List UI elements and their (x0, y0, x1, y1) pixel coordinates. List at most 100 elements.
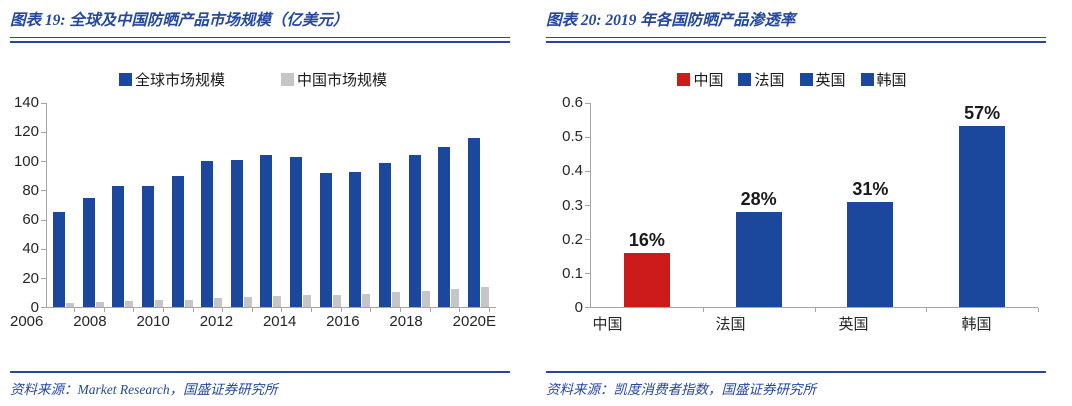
y-axis-tick (585, 103, 590, 104)
y-tick-label: 0 (574, 299, 583, 316)
bar-value-label: 16% (628, 229, 665, 250)
y-axis-tick (41, 132, 46, 134)
global-market-bar (141, 186, 154, 307)
global-market-bar (467, 137, 480, 307)
bar-group (379, 103, 402, 312)
bar-group (141, 103, 164, 312)
plot-area (41, 103, 496, 312)
china-market-bar (154, 299, 163, 307)
bar-group (82, 103, 105, 312)
x-tick-label (296, 313, 326, 330)
x-tick-label (360, 313, 390, 330)
legend-item: 韩国 (860, 69, 907, 90)
bar-group (171, 103, 194, 312)
y-tick-label: 100 (13, 152, 39, 170)
china-market-bar (125, 301, 134, 307)
china-market-bar (303, 295, 312, 307)
x-axis-tick (222, 308, 224, 312)
y-tick-label: 0.2 (562, 230, 583, 248)
china-market-bar (332, 294, 341, 307)
x-tick-label (423, 313, 453, 330)
global-market-bar (260, 155, 273, 307)
global-market-bar (319, 172, 332, 307)
x-axis-tick (702, 308, 704, 312)
x-axis-tick (1038, 308, 1039, 312)
y-axis: 0 0.1 0.2 0.3 0.4 0.5 0.6 (546, 95, 590, 316)
china-market-bar (273, 296, 282, 307)
bar-group (290, 103, 313, 312)
source-divider (546, 371, 1046, 373)
x-tick-label: 2006 (10, 313, 44, 330)
y-axis-tick (585, 171, 590, 173)
country-bar (847, 201, 894, 307)
plot-row: 0 0.1 0.2 0.3 0.4 0.5 0.6 16% 28% 31% 57% (546, 95, 1039, 316)
x-tick-label (170, 313, 200, 330)
legend-swatch-icon (738, 72, 752, 86)
bar-group: 57% (926, 103, 1039, 312)
x-tick-label: 中国 (592, 317, 623, 333)
bar-group: 28% (703, 103, 816, 312)
x-tick-label: 2012 (199, 313, 234, 330)
x-tick-label (107, 313, 137, 330)
x-axis-tick (429, 308, 431, 312)
x-tick-label: 法国 (715, 317, 746, 333)
x-axis-tick (459, 308, 461, 312)
x-axis-tick (133, 308, 135, 312)
figure-20-title: 图表 20: 2019 年各国防晒产品渗透率 (546, 12, 796, 29)
china-market-bar (214, 298, 223, 307)
global-market-bar (230, 159, 243, 307)
china-market-bar (421, 290, 430, 307)
x-axis-tick (103, 308, 105, 312)
legend-label: 中国 (693, 72, 724, 89)
y-axis-tick (585, 307, 590, 308)
china-market-bar (392, 292, 401, 307)
y-axis-tick (585, 239, 590, 241)
y-tick-label: 80 (22, 181, 39, 199)
figure-19-panel: 图表 19: 全球及中国防晒产品市场规模（亿美元） 全球市场规模 中国市场规模 0 2… (10, 12, 510, 397)
y-axis-tick (585, 137, 590, 138)
bar-group (201, 103, 224, 312)
penetration-rate-chart: 中国 法国 英国 韩国 0 0.1 0.2 0.3 0.4 0.5 0.6 16% 28% 31% 57% 中… (546, 69, 1039, 334)
x-axis-tick (340, 308, 342, 312)
y-axis-tick (41, 219, 46, 221)
bar-group (467, 103, 490, 312)
legend-label: 全球市场规模 (134, 72, 225, 89)
chart-legend: 中国 法国 英国 韩国 (546, 69, 1038, 89)
legend-label: 韩国 (876, 72, 907, 89)
x-axis-tick (488, 308, 490, 312)
bar-value-label: 31% (852, 178, 889, 199)
y-axis-tick (41, 307, 46, 308)
x-tick-label: 2020E (452, 313, 497, 330)
legend-label: 英国 (815, 72, 846, 89)
bar-value-label: 28% (740, 188, 777, 209)
x-axis-tick (814, 308, 816, 312)
global-china-market-size-chart: 全球市场规模 中国市场规模 0 20 40 60 80 100 120 140 2006 2008 20… (10, 69, 496, 330)
global-market-bar (201, 161, 214, 307)
x-axis-tick (192, 308, 194, 312)
bar-group (438, 103, 461, 312)
global-market-bar (82, 197, 95, 307)
china-market-bar (95, 301, 104, 307)
source-block: 资料来源：凯度消费者指数，国盛证券研究所 (546, 371, 1046, 398)
x-tick-label (233, 313, 263, 330)
global-market-bar (53, 212, 65, 307)
figure-20-source: 资料来源：凯度消费者指数，国盛证券研究所 (546, 382, 816, 397)
global-market-bar (112, 186, 125, 307)
china-market-bar (480, 286, 489, 307)
x-tick-label: 2010 (136, 313, 170, 330)
china-market-bar (66, 303, 74, 307)
china-market-bar (451, 288, 460, 307)
x-tick-label: 2018 (389, 313, 423, 330)
x-axis-tick (162, 308, 164, 312)
legend-label: 法国 (754, 72, 785, 89)
y-tick-label: 60 (22, 211, 39, 229)
x-axis-tick (926, 308, 928, 312)
legend-item: 中国 (677, 69, 723, 90)
x-axis-tick (370, 308, 372, 312)
y-tick-label: 0.4 (562, 162, 583, 180)
y-tick-label: 0 (30, 299, 39, 316)
global-market-bar (438, 146, 451, 307)
bar-group (349, 103, 372, 312)
china-market-bar (243, 296, 252, 307)
y-axis-tick (41, 103, 46, 104)
